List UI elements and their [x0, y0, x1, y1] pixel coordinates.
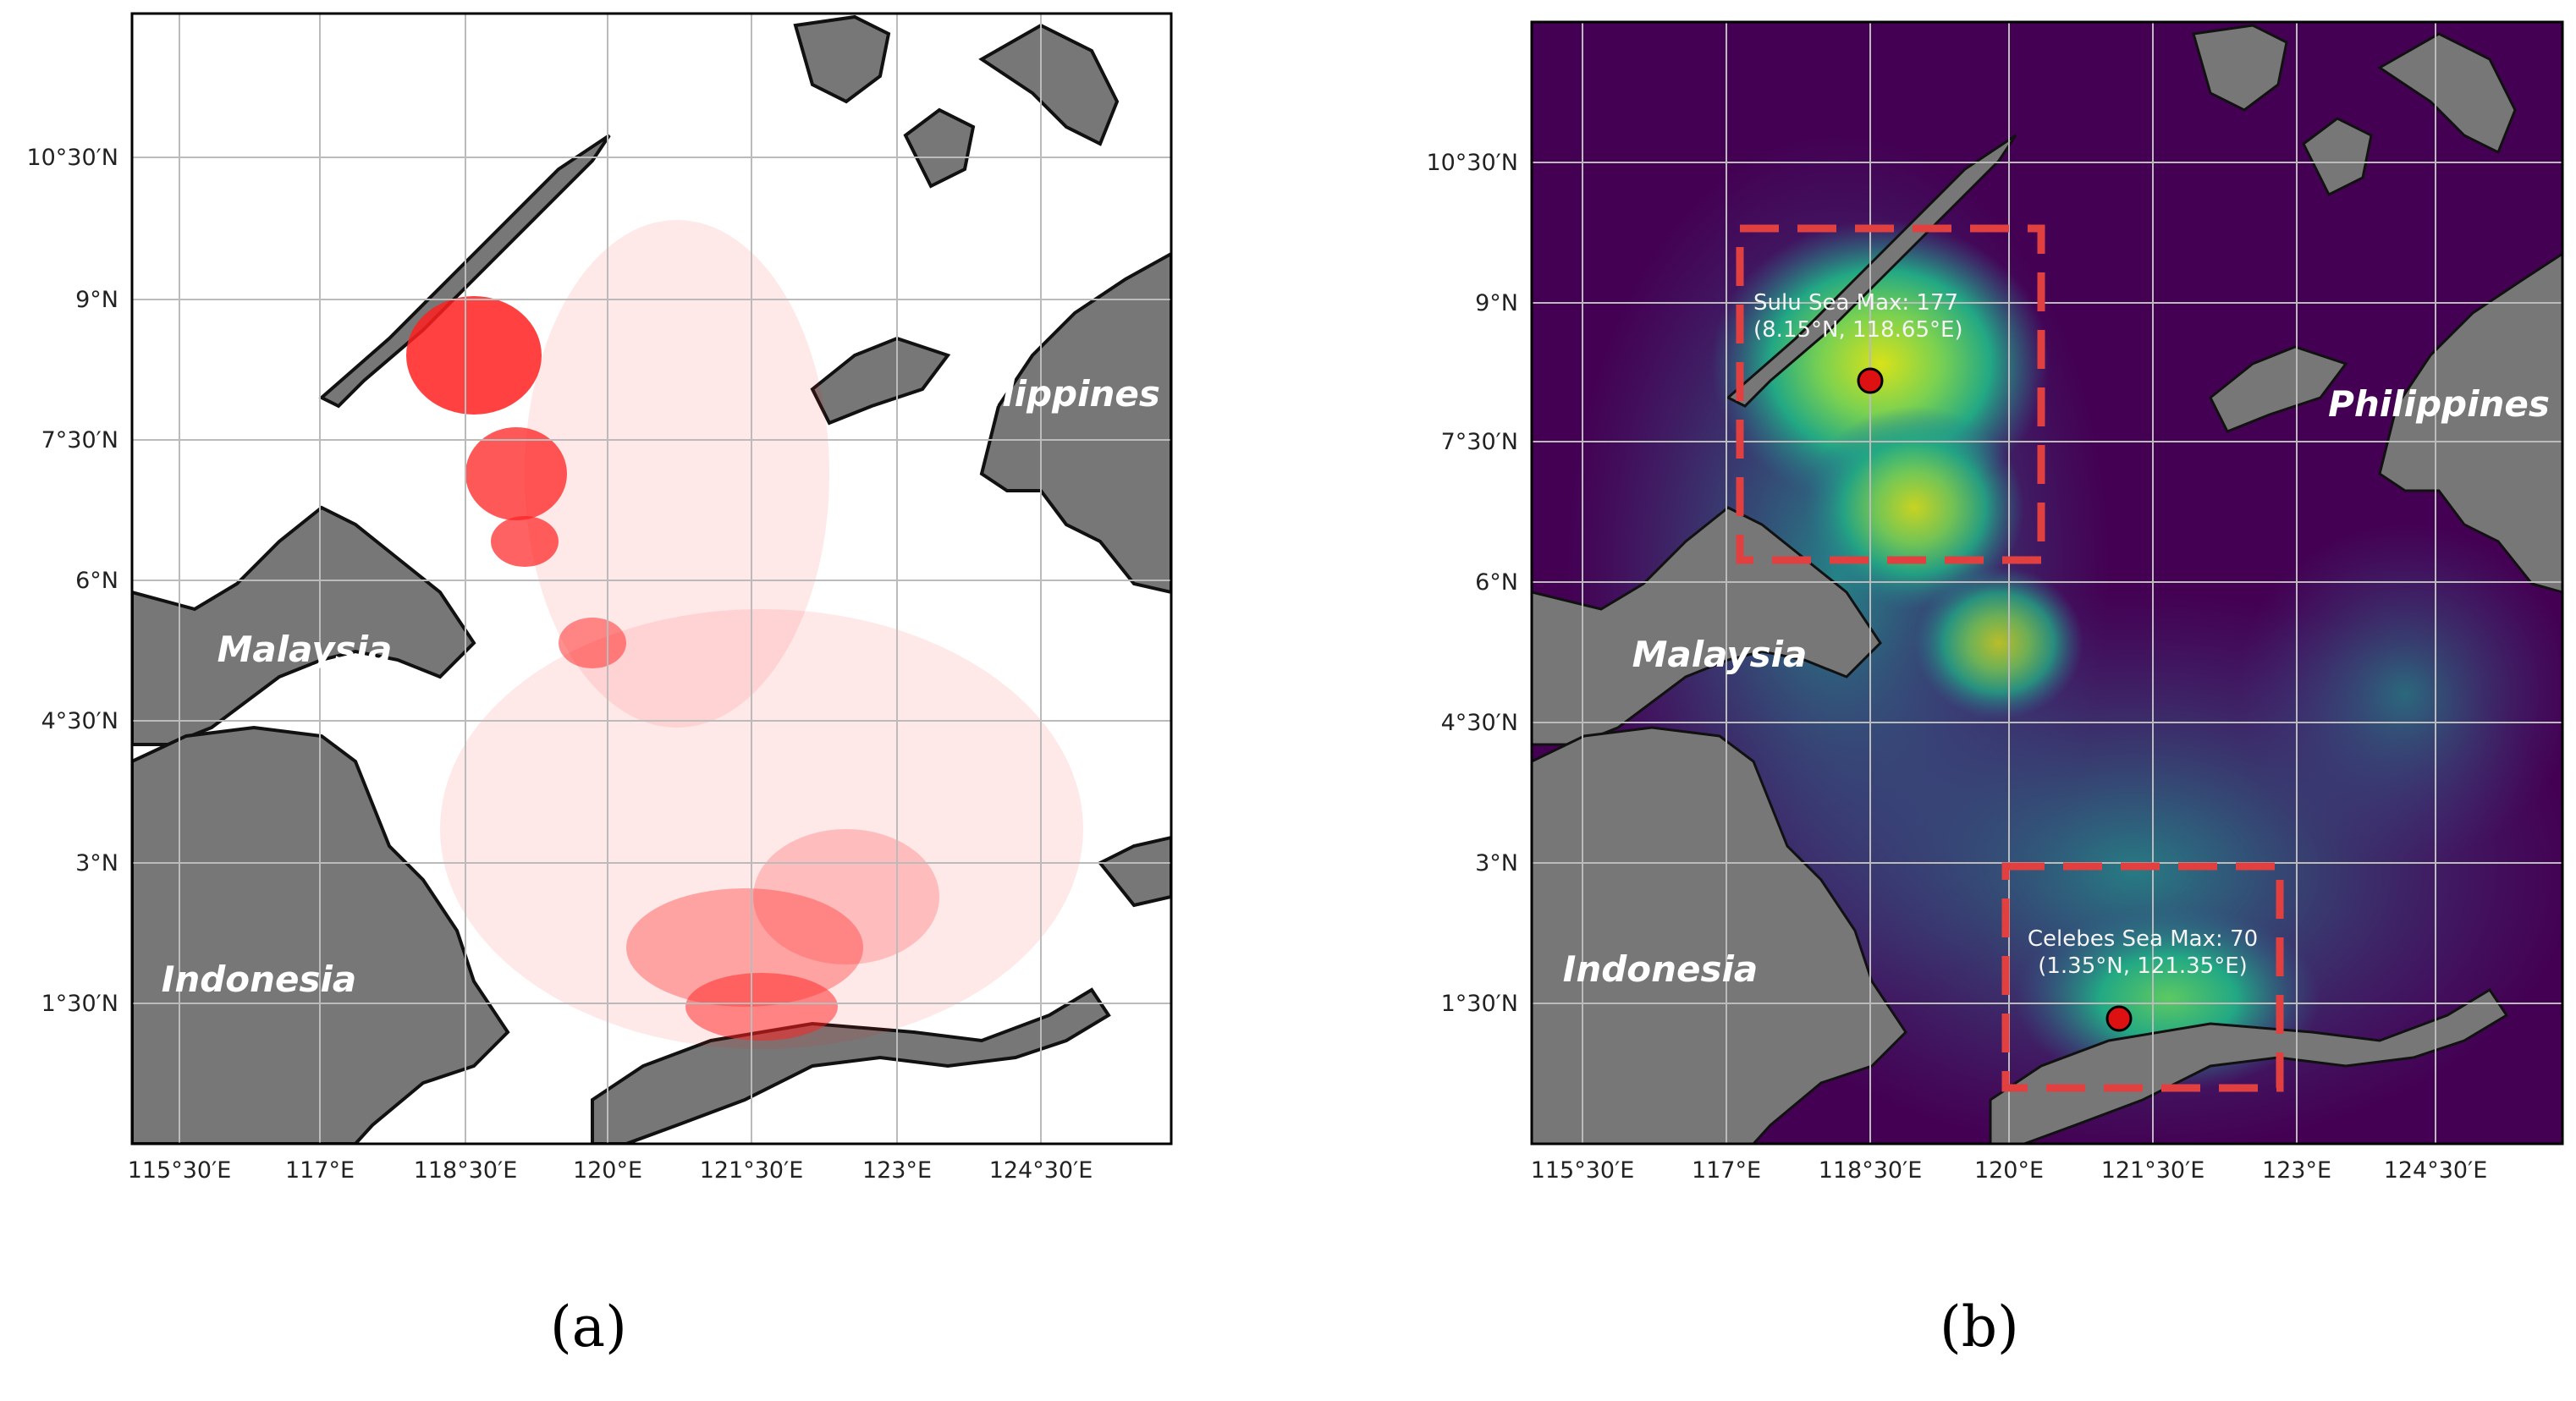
sulu-annotation-line1: Sulu Sea Max: 177	[1753, 290, 1958, 316]
lat-tick: 1°30′N	[1441, 991, 1518, 1017]
lat-tick: 10°30′N	[26, 145, 118, 171]
lat-tick: 7°30′N	[41, 427, 118, 453]
lon-tick: 123°E	[862, 1157, 932, 1184]
lat-tick: 9°N	[75, 287, 118, 313]
lon-tick: 117°E	[285, 1157, 355, 1184]
grid-a	[132, 14, 1171, 1144]
lon-tick: 120°E	[1974, 1157, 2044, 1184]
panel-label-b: (b)	[1940, 1294, 2019, 1360]
map-b: Sulu Sea Max: 177 (8.15°N, 118.65°E) Cel…	[1426, 20, 2564, 1184]
lon-tick: 124°30′E	[2384, 1157, 2488, 1184]
lat-tick: 1°30′N	[41, 991, 118, 1017]
lon-tick: 115°30′E	[128, 1157, 232, 1184]
lon-tick: 120°E	[573, 1157, 642, 1184]
country-label-indonesia: Indonesia	[1563, 948, 1759, 990]
lat-tick: 9°N	[1475, 290, 1518, 316]
frame-a	[130, 12, 1173, 1146]
country-label-philippines: Philippines	[938, 373, 1160, 415]
sulu-annotation-line2: (8.15°N, 118.65°E)	[1753, 317, 1963, 343]
lat-tick: 10°30′N	[1426, 150, 1518, 176]
lat-tick: 6°N	[1475, 569, 1518, 596]
lat-tick: 3°N	[75, 850, 118, 876]
lon-tick: 117°E	[1692, 1157, 1761, 1184]
country-label-malaysia: Malaysia	[1632, 634, 1808, 675]
lon-tick: 121°30′E	[700, 1157, 804, 1184]
lon-tick: 121°30′E	[2101, 1157, 2205, 1184]
celebes-sea-box	[2001, 862, 2284, 1092]
sulu-sea-box	[1736, 224, 2045, 564]
land-b	[1532, 24, 2562, 1144]
country-label-malaysia: Malaysia	[217, 629, 393, 670]
lat-tick: 4°30′N	[41, 708, 118, 734]
lon-tick: 123°E	[2262, 1157, 2331, 1184]
celebes-annotation-line1: Celebes Sea Max: 70	[2028, 926, 2258, 952]
celebes-annotation-line2: (1.35°N, 121.35°E)	[2038, 953, 2248, 979]
lon-tick: 124°30′E	[989, 1157, 1093, 1184]
panel-label-a: (a)	[550, 1294, 627, 1360]
panel-b: Sulu Sea Max: 177 (8.15°N, 118.65°E) Cel…	[1288, 0, 2576, 1401]
sulu-max-marker	[1857, 367, 1884, 394]
country-label-philippines: Philippines	[2328, 383, 2550, 425]
lon-tick: 118°30′E	[1819, 1157, 1923, 1184]
country-label-indonesia: Indonesia	[162, 959, 357, 1000]
lat-tick: 6°N	[75, 568, 118, 594]
lon-tick: 118°30′E	[414, 1157, 518, 1184]
frame-b	[1530, 20, 2564, 1146]
lat-tick: 7°30′N	[1441, 429, 1518, 455]
lat-tick: 4°30′N	[1441, 710, 1518, 736]
lon-tick: 115°30′E	[1531, 1157, 1635, 1184]
celebes-max-marker	[2105, 1005, 2133, 1032]
lat-tick: 3°N	[1475, 850, 1518, 876]
panel-a: 10°30′N 9°N 7°30′N 6°N 4°30′N 3°N 1°30′N…	[26, 12, 1173, 1360]
map-a: 10°30′N 9°N 7°30′N 6°N 4°30′N 3°N 1°30′N…	[26, 12, 1173, 1184]
tracks-a	[406, 220, 1083, 1049]
